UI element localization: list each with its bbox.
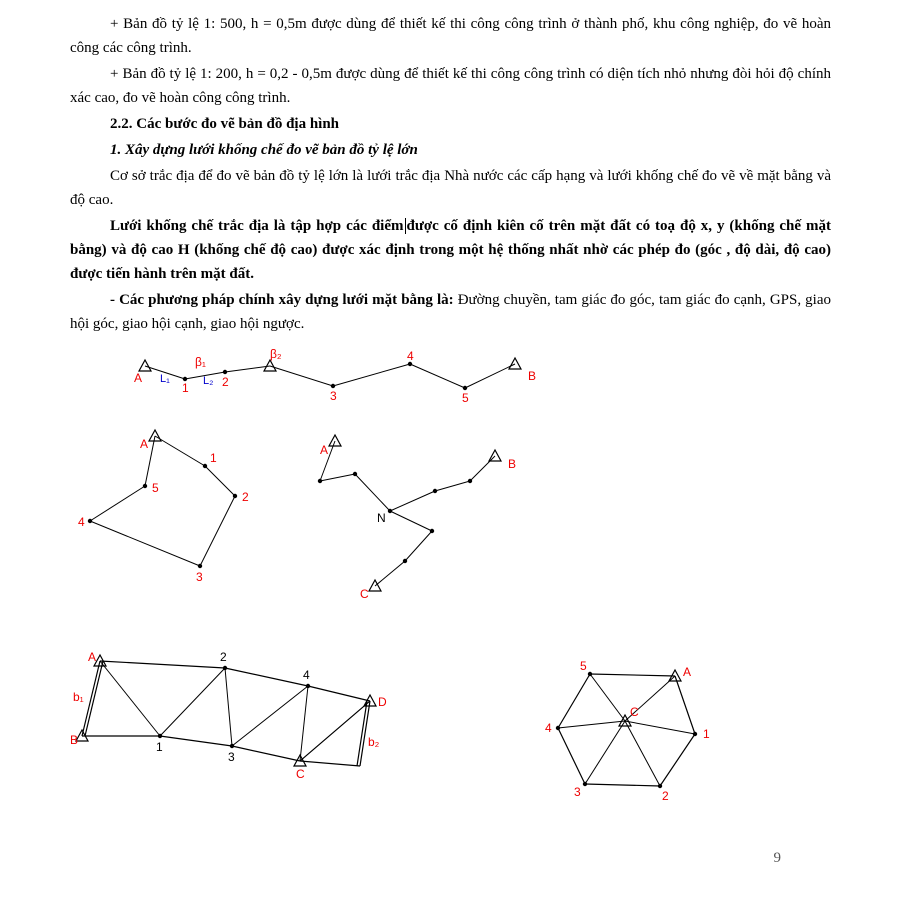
svg-text:L₂: L₂ [203, 375, 213, 387]
svg-text:D: D [378, 695, 387, 709]
para-1: + Bản đồ tỷ lệ 1: 500, h = 0,5m được dùn… [70, 12, 831, 60]
para-4: Lưới khống chế trắc địa là tập hợp các đ… [70, 214, 831, 286]
svg-text:b₁: b₁ [73, 690, 84, 704]
svg-text:B: B [70, 733, 78, 747]
para-5a: - Các phương pháp chính xây dựng lưới mặ… [110, 292, 454, 308]
svg-text:2: 2 [220, 650, 227, 664]
svg-text:1: 1 [210, 451, 217, 465]
svg-text:b₂: b₂ [368, 735, 380, 749]
svg-text:A: A [140, 437, 148, 451]
svg-text:3: 3 [196, 570, 203, 584]
svg-text:2: 2 [662, 789, 669, 803]
svg-text:3: 3 [330, 389, 337, 403]
svg-text:1: 1 [182, 381, 189, 395]
svg-text:C: C [630, 705, 639, 719]
diagram-traverse: A B 1 2 3 4 5 L₁ β₁ L₂ β₂ [70, 346, 830, 416]
para-3: Cơ sở trắc địa để đo vẽ bản đồ tỷ lệ lớn… [70, 164, 831, 212]
svg-text:5: 5 [152, 481, 159, 495]
para-2: + Bản đồ tỷ lệ 1: 200, h = 0,2 - 0,5m đư… [70, 62, 831, 110]
para-4a: Lưới khống chế trắc địa là tập hợp các đ… [110, 218, 404, 234]
svg-text:C: C [296, 767, 305, 781]
svg-text:β₂: β₂ [270, 347, 282, 361]
page-number: 9 [70, 846, 831, 870]
svg-text:2: 2 [242, 490, 249, 504]
heading-2-2: 2.2. Các bước đo vẽ bản đồ địa hình [70, 112, 831, 136]
svg-text:1: 1 [703, 727, 710, 741]
svg-text:5: 5 [580, 659, 587, 673]
svg-text:A: A [134, 371, 142, 385]
svg-text:3: 3 [574, 785, 581, 799]
svg-text:4: 4 [78, 515, 85, 529]
svg-text:A: A [88, 650, 96, 664]
diagram-polygons: A 5 4 3 2 1 A B C N [70, 426, 830, 606]
para-5: - Các phương pháp chính xây dựng lưới mặ… [70, 288, 831, 336]
svg-text:1: 1 [156, 740, 163, 754]
svg-text:C: C [360, 587, 369, 601]
svg-text:2: 2 [222, 375, 229, 389]
svg-text:4: 4 [407, 349, 414, 363]
svg-text:B: B [508, 457, 516, 471]
svg-text:5: 5 [462, 391, 469, 405]
svg-text:A: A [320, 443, 328, 457]
svg-text:4: 4 [303, 668, 310, 682]
svg-text:β₁: β₁ [195, 355, 206, 369]
svg-text:L₁: L₁ [160, 373, 170, 385]
svg-text:4: 4 [545, 721, 552, 735]
diagram-triangulation: A 2 4 D C 3 1 Bb₁ b₂ C A 1 2 3 4 5 [70, 646, 830, 806]
svg-text:3: 3 [228, 750, 235, 764]
svg-text:N: N [377, 511, 386, 525]
svg-text:B: B [528, 369, 536, 383]
svg-text:A: A [683, 665, 691, 679]
heading-sub-1: 1. Xây dựng lưới khống chế đo vẽ bản đồ … [70, 138, 831, 162]
